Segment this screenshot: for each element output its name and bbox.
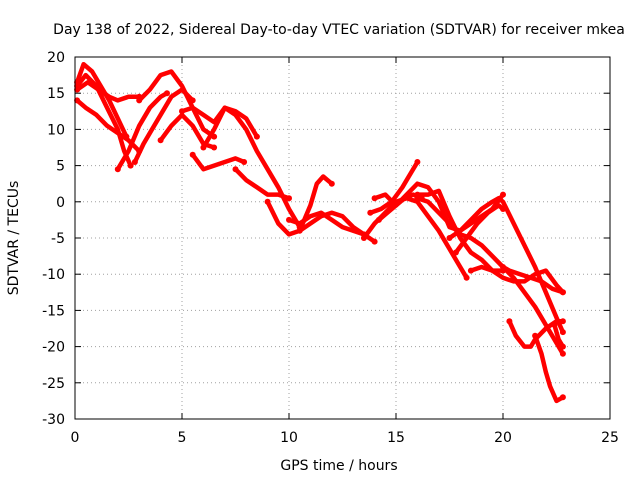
series-end-point-track-16 bbox=[463, 274, 470, 281]
series-line-track-10 bbox=[190, 152, 247, 172]
series-start-point-track-18 bbox=[371, 195, 378, 202]
series-start-point-track-10 bbox=[189, 151, 196, 158]
y-tick-label: -30 bbox=[42, 412, 65, 428]
grid-lines bbox=[75, 57, 610, 419]
series-start-point-track-5 bbox=[114, 166, 121, 173]
series-line-track-12 bbox=[233, 166, 292, 201]
series-end-point-track-26 bbox=[559, 318, 566, 325]
axis-ticks: 0 5 10 15 20 25 20 15 10 5 0 -5 -10 -15 -20 -25 -30 bbox=[42, 50, 619, 446]
series-start-point-track-17 bbox=[367, 209, 374, 216]
series-start-point-track-23 bbox=[452, 249, 459, 256]
x-tick-label: 15 bbox=[387, 430, 405, 446]
y-tick-label: 15 bbox=[47, 86, 65, 102]
series-end-point-track-8 bbox=[211, 144, 218, 151]
x-tick-label: 25 bbox=[601, 430, 619, 446]
series-end-point-track-12 bbox=[286, 195, 292, 202]
series-start-point-track-11 bbox=[200, 144, 207, 151]
series-start-point-track-19 bbox=[375, 216, 382, 223]
series-end-point-track-22 bbox=[559, 329, 566, 336]
series-line-track-14 bbox=[297, 174, 335, 234]
x-tick-label: 10 bbox=[280, 430, 298, 446]
series-start-point-track-8 bbox=[157, 137, 164, 144]
series-line-track-27 bbox=[532, 333, 566, 404]
series-end-point-track-17 bbox=[414, 159, 421, 165]
series-end-point-track-9 bbox=[253, 133, 260, 140]
series-end-point-track-25 bbox=[559, 289, 566, 296]
x-tick-label: 5 bbox=[178, 430, 187, 446]
series-end-point-track-27 bbox=[559, 394, 566, 401]
y-tick-label: -5 bbox=[51, 231, 65, 247]
chart-title: Day 138 of 2022, Sidereal Day-to-day VTE… bbox=[53, 22, 625, 38]
series-line-track-24 bbox=[468, 264, 506, 273]
series-start-point-track-25 bbox=[500, 264, 506, 270]
series-line-track-21 bbox=[415, 195, 566, 357]
series-start-point-track-16 bbox=[360, 235, 367, 241]
y-tick-label: 20 bbox=[47, 50, 65, 66]
series-start-point-track-13 bbox=[264, 198, 271, 205]
series-start-point-track-3 bbox=[74, 86, 81, 93]
series-start-point-track-27 bbox=[532, 332, 539, 339]
x-axis-title: GPS time / hours bbox=[280, 458, 397, 474]
series-start-point-track-4 bbox=[74, 97, 81, 104]
series-start-point-track-24 bbox=[467, 267, 474, 274]
y-tick-label: -10 bbox=[42, 267, 65, 283]
y-axis-title: SDTVAR / TECUs bbox=[6, 181, 22, 296]
series-start-point-track-14 bbox=[296, 227, 303, 234]
series-start-point-track-26 bbox=[506, 318, 513, 325]
series-line-track-13 bbox=[265, 199, 367, 237]
series-end-point-track-2 bbox=[127, 162, 134, 169]
series-line-track-4 bbox=[74, 98, 142, 154]
series-start-point-track-6 bbox=[136, 97, 143, 104]
series-line-track-5 bbox=[115, 90, 170, 172]
series-line-track-25 bbox=[500, 264, 566, 295]
series-end-point-track-14 bbox=[328, 180, 335, 187]
series-start-point-track-12 bbox=[232, 166, 239, 173]
series-layer bbox=[74, 61, 566, 404]
series-line-track-7 bbox=[132, 87, 195, 165]
y-tick-label: -25 bbox=[42, 376, 65, 392]
series-line-track-15 bbox=[286, 210, 377, 244]
series-line-track-22 bbox=[447, 195, 566, 335]
series-line-track-23 bbox=[453, 203, 506, 255]
series-start-point-track-21 bbox=[414, 195, 421, 202]
series-end-point-track-7 bbox=[189, 97, 196, 104]
series-line-track-1 bbox=[74, 61, 129, 139]
y-tick-label: 10 bbox=[47, 122, 65, 138]
series-start-point-track-15 bbox=[286, 216, 292, 223]
series-start-point-track-28 bbox=[551, 321, 558, 328]
y-tick-label: -20 bbox=[42, 340, 65, 356]
y-tick-label: 5 bbox=[56, 159, 65, 175]
x-tick-label: 0 bbox=[71, 430, 80, 446]
x-tick-label: 20 bbox=[494, 430, 512, 446]
series-end-point-track-23 bbox=[500, 206, 506, 212]
series-end-point-track-18 bbox=[500, 191, 506, 198]
series-end-point-track-10 bbox=[241, 159, 248, 165]
series-start-point-track-22 bbox=[446, 235, 453, 241]
series-line-track-2 bbox=[74, 72, 133, 168]
series-line-track-3 bbox=[74, 80, 142, 103]
series-end-point-track-15 bbox=[371, 238, 378, 245]
series-line-track-17 bbox=[368, 159, 420, 215]
series-start-point-track-7 bbox=[131, 159, 138, 165]
series-end-point-track-21 bbox=[559, 350, 566, 357]
y-tick-label: 0 bbox=[56, 195, 65, 211]
series-start-point-track-9 bbox=[179, 108, 185, 115]
series-end-point-track-5 bbox=[164, 90, 170, 97]
series-line-track-6 bbox=[136, 69, 217, 139]
series-end-point-track-28 bbox=[559, 343, 566, 350]
y-tick-label: -15 bbox=[42, 303, 65, 319]
